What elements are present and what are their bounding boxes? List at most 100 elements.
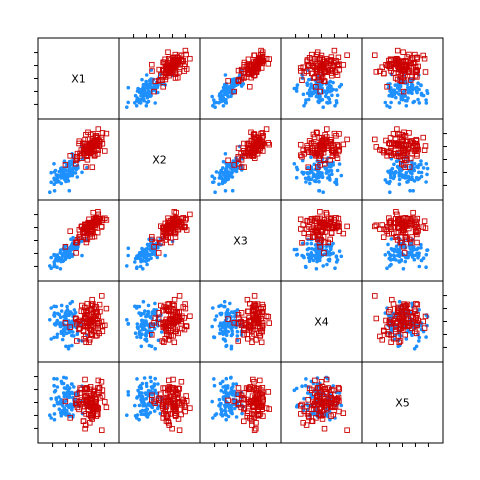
diagonal-label: X5: [395, 397, 410, 410]
point: [334, 255, 339, 259]
point: [224, 417, 228, 422]
point: [344, 427, 350, 433]
point: [260, 49, 266, 55]
point: [401, 323, 407, 330]
point: [372, 293, 378, 299]
point: [391, 70, 397, 76]
point: [410, 88, 415, 92]
point: [153, 85, 157, 89]
point: [52, 412, 57, 416]
point: [212, 383, 217, 388]
point: [307, 259, 312, 264]
point: [134, 416, 139, 420]
point: [221, 104, 226, 108]
point: [141, 267, 145, 271]
point: [58, 248, 63, 252]
point: [334, 177, 339, 182]
point: [166, 386, 172, 393]
point: [247, 84, 253, 90]
point: [408, 313, 414, 319]
point: [410, 209, 416, 216]
point: [257, 332, 264, 339]
point: [249, 422, 255, 428]
point: [241, 148, 247, 154]
point: [214, 100, 219, 105]
panel-X3-X2: [118, 199, 201, 282]
point: [230, 324, 235, 329]
point: [183, 323, 189, 329]
point: [235, 338, 241, 344]
point: [263, 405, 270, 411]
point: [170, 406, 176, 413]
point: [334, 88, 339, 92]
point: [146, 89, 151, 93]
point: [414, 301, 421, 308]
point: [249, 339, 255, 345]
panel-X4-X1: [37, 280, 120, 363]
point: [414, 344, 419, 349]
point: [212, 98, 216, 102]
point: [88, 327, 95, 333]
point: [335, 168, 340, 173]
point: [380, 234, 387, 240]
point: [169, 316, 176, 323]
point: [95, 325, 102, 331]
point: [165, 319, 171, 326]
point: [138, 335, 143, 340]
point: [169, 320, 175, 326]
diagonal-label: X2: [152, 154, 167, 167]
point: [257, 391, 263, 397]
point: [217, 182, 221, 186]
point: [159, 330, 164, 334]
point: [139, 395, 143, 399]
point: [172, 326, 179, 333]
point: [77, 385, 83, 391]
point: [52, 383, 56, 388]
point: [397, 177, 402, 182]
point: [179, 313, 185, 319]
point: [387, 148, 394, 154]
point: [126, 322, 130, 326]
point: [419, 242, 423, 247]
point: [302, 104, 306, 108]
point: [146, 393, 151, 398]
point: [218, 404, 222, 408]
point: [94, 151, 101, 157]
point: [265, 389, 272, 395]
point: [320, 234, 327, 240]
point: [87, 316, 94, 323]
point: [311, 254, 316, 258]
point: [241, 406, 247, 413]
point: [298, 226, 304, 232]
point: [292, 162, 297, 166]
point: [139, 87, 143, 92]
point: [86, 411, 92, 418]
point: [183, 323, 190, 330]
point: [384, 153, 390, 159]
point: [90, 209, 96, 216]
point: [226, 313, 231, 318]
point: [328, 229, 335, 236]
point: [169, 425, 175, 432]
point: [169, 386, 176, 393]
point: [139, 259, 143, 264]
panel-X1-X4: [280, 37, 363, 120]
point: [317, 245, 322, 249]
point: [222, 299, 227, 304]
point: [266, 320, 272, 326]
point: [318, 379, 325, 385]
point: [401, 316, 408, 322]
point: [308, 181, 312, 186]
point: [55, 259, 60, 263]
point: [235, 155, 242, 162]
point: [235, 160, 242, 167]
point: [238, 164, 245, 170]
point: [309, 82, 313, 86]
point: [175, 391, 181, 397]
point: [174, 392, 180, 398]
point: [99, 427, 105, 433]
point: [336, 224, 342, 230]
point: [329, 168, 334, 173]
point: [174, 395, 181, 401]
point: [70, 167, 74, 172]
